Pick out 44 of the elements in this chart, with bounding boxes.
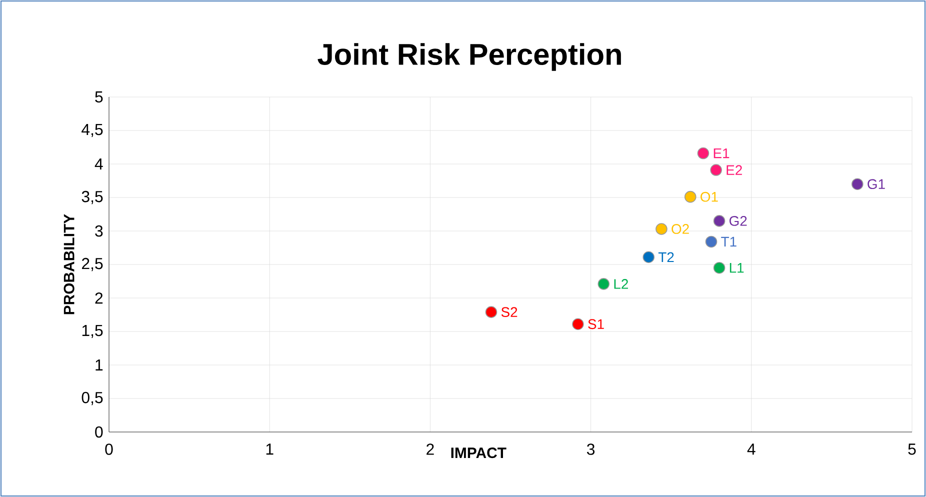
point [697, 147, 710, 160]
y-tick-label: 2 [95, 292, 103, 304]
series-label: G2 [730, 216, 747, 226]
series-label: O1 [700, 192, 718, 202]
y-tick-label: 1 [96, 360, 103, 370]
point [684, 190, 696, 203]
point [485, 306, 498, 318]
point [656, 223, 668, 235]
series-label: L2 [614, 279, 628, 289]
point [642, 251, 655, 264]
x-axis-title: IMPACT [451, 448, 506, 458]
point [713, 215, 726, 227]
y-tick-label: 3,5 [82, 190, 103, 204]
series-label: O2 [672, 224, 689, 234]
y-tick-label: 3 [95, 225, 103, 237]
series-label: T1 [721, 236, 736, 247]
y-tick-label: 2,5 [82, 258, 103, 272]
point [852, 178, 864, 190]
x-tick-label: 2 [426, 444, 434, 455]
x-tick-label: 0 [105, 444, 113, 455]
point [572, 318, 584, 330]
x-tick-label: 3 [586, 444, 595, 455]
x-tick-label: 4 [747, 444, 756, 455]
point [710, 164, 722, 176]
y-tick-label: 0 [95, 426, 103, 438]
series-label: E2 [726, 165, 742, 175]
y-tick-label: 5 [95, 91, 103, 103]
y-tick-label: 0,5 [82, 392, 103, 406]
series-label: T2 [658, 252, 674, 262]
y-tick-label: 4 [94, 158, 103, 170]
point [705, 236, 718, 248]
series-label: G1 [868, 179, 885, 190]
series-label: E1 [714, 148, 730, 158]
point [713, 262, 726, 274]
y-tick-label: 4,5 [82, 124, 103, 137]
y-tick-label: 1,5 [82, 324, 103, 338]
series-label: S2 [501, 307, 518, 318]
x-tick-label: 1 [266, 444, 274, 455]
point [598, 278, 610, 290]
chart-title: Joint Risk Perception [318, 43, 621, 71]
y-axis-title: PROBABILITY [64, 214, 74, 314]
x-tick-label: 5 [908, 444, 916, 455]
series-label: L1 [730, 263, 744, 273]
series-label: S1 [588, 319, 604, 330]
